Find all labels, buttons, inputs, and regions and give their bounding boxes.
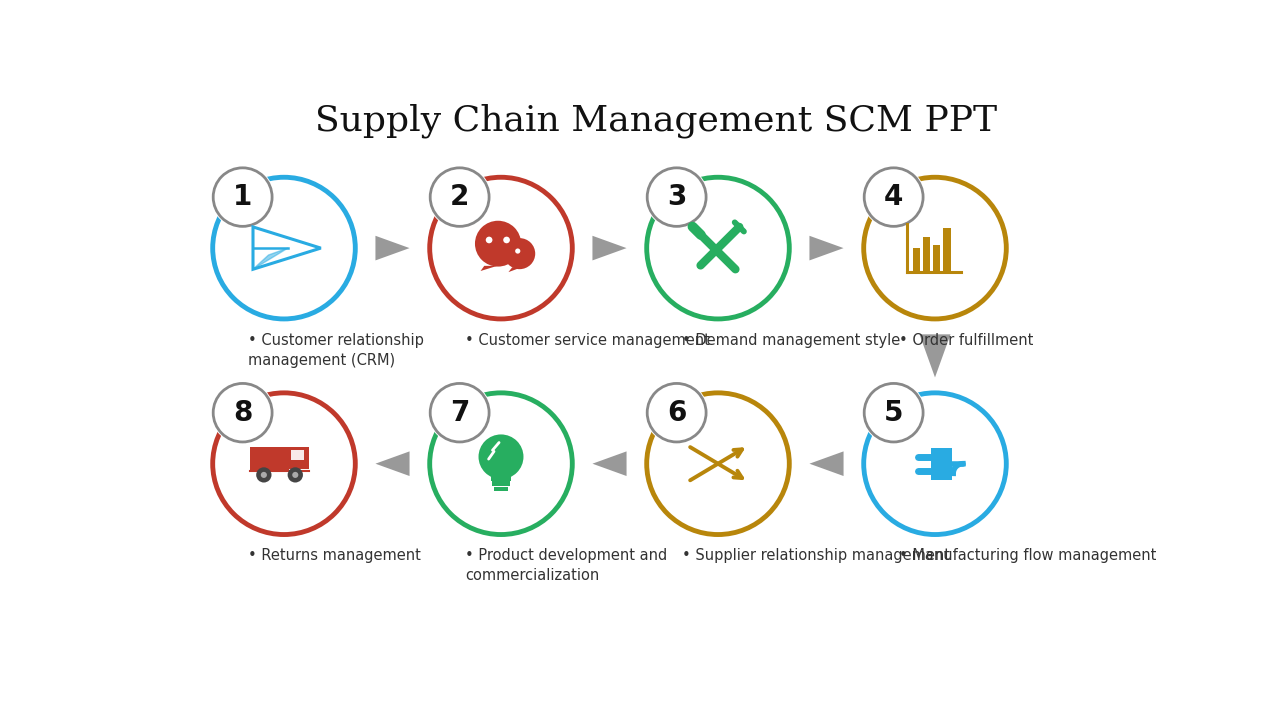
- Text: 3: 3: [667, 183, 686, 211]
- Bar: [250, 447, 289, 471]
- Circle shape: [504, 238, 535, 269]
- Circle shape: [861, 166, 925, 229]
- Text: • Order fulfillment: • Order fulfillment: [900, 333, 1034, 348]
- Text: • Returns management: • Returns management: [248, 549, 421, 563]
- Bar: [292, 450, 305, 461]
- Polygon shape: [508, 267, 521, 272]
- Circle shape: [645, 166, 708, 229]
- Polygon shape: [375, 451, 410, 476]
- Circle shape: [256, 467, 271, 482]
- Circle shape: [864, 168, 923, 226]
- Circle shape: [214, 168, 273, 226]
- Polygon shape: [253, 248, 288, 269]
- Polygon shape: [593, 235, 626, 261]
- Circle shape: [648, 168, 707, 226]
- Bar: [492, 476, 511, 481]
- Text: 4: 4: [884, 183, 904, 211]
- Circle shape: [864, 384, 923, 442]
- Circle shape: [645, 381, 708, 444]
- Circle shape: [485, 237, 493, 243]
- Text: • Product development and
commercialization: • Product development and commercializat…: [466, 549, 668, 583]
- Circle shape: [211, 381, 274, 444]
- Text: • Supplier relationship management: • Supplier relationship management: [682, 549, 950, 563]
- Circle shape: [503, 237, 509, 243]
- Bar: [913, 248, 920, 272]
- Circle shape: [475, 221, 521, 266]
- Text: 1: 1: [233, 183, 252, 211]
- Polygon shape: [480, 266, 498, 271]
- Circle shape: [515, 248, 521, 253]
- Bar: [289, 447, 308, 469]
- Circle shape: [211, 166, 274, 229]
- Polygon shape: [375, 235, 410, 261]
- Text: 6: 6: [667, 399, 686, 427]
- Text: 2: 2: [451, 183, 470, 211]
- Circle shape: [861, 381, 925, 444]
- Text: 7: 7: [451, 399, 470, 427]
- Bar: [933, 245, 941, 272]
- Bar: [923, 238, 931, 272]
- Text: • Demand management style: • Demand management style: [682, 333, 901, 348]
- Polygon shape: [809, 235, 844, 261]
- Circle shape: [292, 472, 298, 478]
- Circle shape: [428, 381, 492, 444]
- Circle shape: [430, 168, 489, 226]
- Bar: [943, 228, 951, 272]
- Text: • Customer service management: • Customer service management: [466, 333, 710, 348]
- Text: • Manufacturing flow management: • Manufacturing flow management: [900, 549, 1157, 563]
- Polygon shape: [593, 451, 626, 476]
- Circle shape: [648, 384, 707, 442]
- Polygon shape: [919, 334, 951, 377]
- Bar: [931, 448, 952, 480]
- Circle shape: [214, 384, 273, 442]
- Text: • Customer relationship
management (CRM): • Customer relationship management (CRM): [248, 333, 424, 368]
- Polygon shape: [809, 451, 844, 476]
- Bar: [494, 487, 508, 492]
- Text: 8: 8: [233, 399, 252, 427]
- Circle shape: [288, 467, 303, 482]
- Circle shape: [428, 166, 492, 229]
- Text: 5: 5: [884, 399, 904, 427]
- Circle shape: [261, 472, 268, 478]
- Text: Supply Chain Management SCM PPT: Supply Chain Management SCM PPT: [315, 104, 997, 138]
- Circle shape: [430, 384, 489, 442]
- Bar: [492, 482, 509, 486]
- Circle shape: [479, 434, 524, 479]
